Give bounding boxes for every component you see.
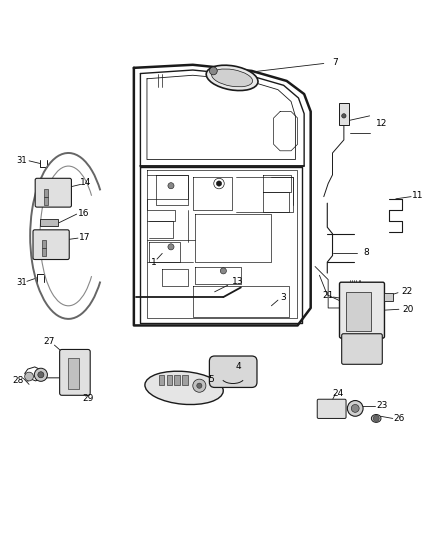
- FancyBboxPatch shape: [342, 334, 382, 364]
- Bar: [40, 220, 58, 227]
- Text: 1: 1: [151, 257, 156, 266]
- Bar: [44, 197, 48, 205]
- Bar: [68, 358, 79, 389]
- Text: 23: 23: [376, 401, 388, 410]
- Text: 14: 14: [80, 178, 91, 187]
- Circle shape: [25, 372, 33, 381]
- Circle shape: [34, 368, 47, 381]
- Circle shape: [168, 183, 174, 189]
- Ellipse shape: [371, 415, 381, 422]
- Bar: [42, 240, 46, 248]
- FancyBboxPatch shape: [209, 356, 257, 387]
- Circle shape: [38, 372, 44, 378]
- Circle shape: [193, 379, 206, 392]
- Ellipse shape: [212, 69, 253, 87]
- Text: 16: 16: [78, 209, 90, 218]
- Ellipse shape: [206, 65, 258, 91]
- Text: 8: 8: [364, 248, 369, 257]
- Text: 3: 3: [281, 293, 286, 302]
- Text: 29: 29: [82, 394, 94, 403]
- Circle shape: [209, 67, 217, 75]
- Text: 12: 12: [376, 119, 388, 128]
- Circle shape: [342, 114, 346, 118]
- Circle shape: [197, 383, 202, 389]
- Text: 27: 27: [43, 337, 54, 346]
- Bar: [346, 292, 371, 331]
- Text: 24: 24: [332, 389, 344, 398]
- Text: 17: 17: [79, 233, 91, 242]
- Text: 26: 26: [393, 414, 405, 423]
- Text: 4: 4: [236, 361, 241, 370]
- Text: 11: 11: [412, 191, 424, 200]
- Circle shape: [216, 181, 222, 186]
- Circle shape: [351, 405, 359, 413]
- FancyBboxPatch shape: [339, 282, 385, 338]
- Circle shape: [373, 415, 379, 422]
- Text: 31: 31: [16, 156, 27, 165]
- Circle shape: [168, 244, 174, 250]
- Text: 22: 22: [401, 287, 412, 296]
- Text: 31: 31: [16, 278, 27, 287]
- Ellipse shape: [145, 371, 223, 405]
- FancyBboxPatch shape: [60, 350, 90, 395]
- FancyBboxPatch shape: [317, 399, 346, 418]
- Text: 7: 7: [333, 58, 339, 67]
- Bar: [44, 189, 48, 197]
- Circle shape: [347, 400, 363, 416]
- Bar: [384, 293, 393, 302]
- Bar: [174, 375, 180, 385]
- FancyBboxPatch shape: [35, 179, 71, 207]
- Bar: [166, 375, 172, 385]
- Bar: [159, 375, 164, 385]
- Text: 13: 13: [232, 277, 244, 286]
- FancyBboxPatch shape: [33, 230, 69, 260]
- Text: 20: 20: [402, 305, 413, 314]
- Bar: [182, 375, 188, 385]
- Text: 5: 5: [208, 375, 215, 384]
- Circle shape: [220, 268, 226, 274]
- Bar: [42, 248, 46, 256]
- Bar: [339, 103, 349, 125]
- Text: 21: 21: [322, 291, 334, 300]
- Text: 28: 28: [12, 376, 24, 384]
